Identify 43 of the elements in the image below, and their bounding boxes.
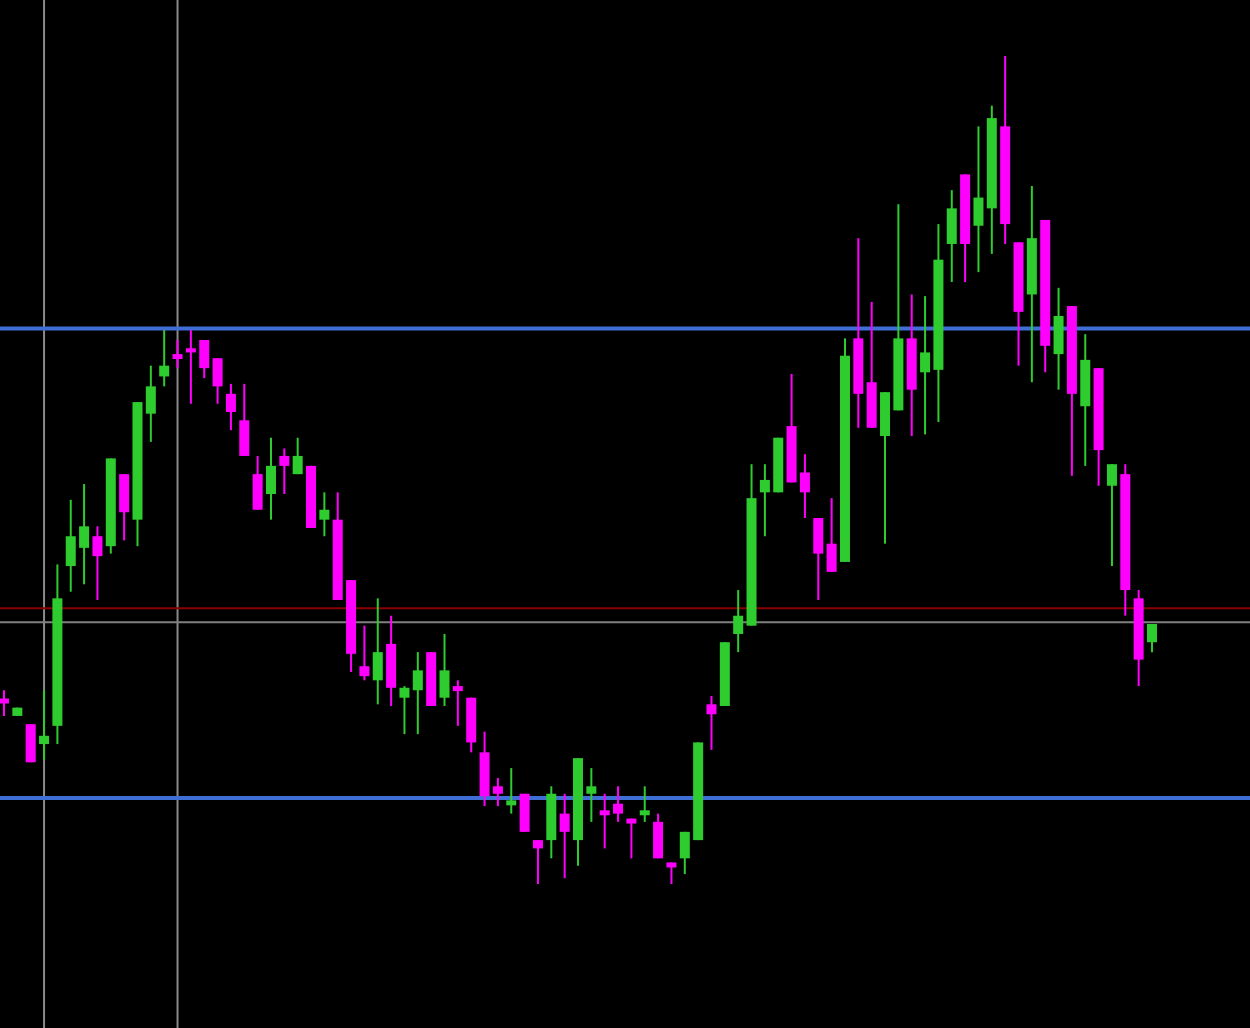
- candlestick: [532, 839, 543, 885]
- candlestick: [706, 695, 717, 751]
- candlestick: [1147, 623, 1157, 654]
- candlestick: [119, 473, 130, 542]
- candlestick: [813, 517, 824, 601]
- candlestick: [39, 689, 50, 761]
- candlestick: [172, 339, 183, 370]
- candlestick: [826, 497, 837, 573]
- candlestick: [359, 624, 370, 682]
- candlestick: [519, 792, 530, 833]
- candlestick: [452, 679, 463, 727]
- candlestick: [159, 329, 170, 388]
- candlestick: [666, 861, 677, 885]
- candlestick: [1106, 463, 1117, 568]
- candlestick: [225, 382, 236, 432]
- candlestick: [733, 589, 744, 654]
- candlestick: [399, 685, 410, 736]
- candlestick: [372, 597, 383, 706]
- candlestick: [973, 125, 984, 274]
- candlestick: [653, 812, 664, 860]
- candlestick: [212, 357, 223, 405]
- candlestick: [559, 792, 570, 880]
- candlestick: [412, 651, 423, 736]
- candlestick: [239, 382, 250, 457]
- candlestick: [145, 364, 156, 443]
- candlestick: [279, 447, 290, 496]
- candlestick: [626, 817, 637, 860]
- candlestick: [946, 189, 957, 284]
- candlestick: [319, 491, 330, 538]
- candlestick: [439, 632, 450, 707]
- candlestick: [92, 525, 103, 601]
- candlestick: [639, 785, 650, 823]
- candlestick: [466, 696, 477, 754]
- candlestick: [546, 785, 557, 860]
- candlestick: [1080, 333, 1091, 467]
- candlestick: [252, 454, 263, 511]
- candlestick: [506, 767, 517, 815]
- candlestick: [292, 436, 303, 476]
- candlestick: [1053, 286, 1064, 391]
- candlestick: [265, 436, 276, 521]
- candlestick: [386, 614, 397, 707]
- candlestick: [25, 723, 36, 764]
- candlestick: [866, 300, 877, 429]
